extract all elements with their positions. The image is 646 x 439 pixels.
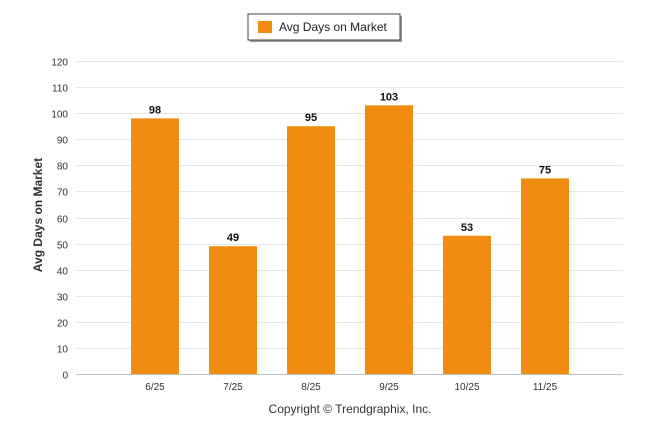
bar[interactable] xyxy=(209,246,257,374)
data-label: 53 xyxy=(461,222,473,234)
x-tick-label: 9/25 xyxy=(379,382,399,393)
data-labels: 98 49 95 103 53 75 xyxy=(149,91,551,244)
y-tick-label: 30 xyxy=(57,293,69,304)
copyright-text: Copyright © Trendgraphix, Inc. xyxy=(269,402,432,416)
y-tick-label: 120 xyxy=(51,58,68,69)
x-axis-ticks: 6/25 7/25 8/25 9/25 10/25 11/25 xyxy=(145,382,557,393)
y-tick-label: 80 xyxy=(57,162,69,173)
bars xyxy=(131,105,569,374)
legend-swatch xyxy=(258,21,272,33)
bar[interactable] xyxy=(443,235,491,374)
x-tick-label: 11/25 xyxy=(533,382,558,393)
y-tick-label: 50 xyxy=(57,241,69,252)
y-tick-label: 10 xyxy=(57,345,69,356)
legend[interactable]: Avg Days on Market xyxy=(247,13,402,42)
legend-box xyxy=(247,13,401,41)
y-tick-label: 0 xyxy=(62,371,68,382)
y-tick-label: 20 xyxy=(57,319,69,330)
data-label: 98 xyxy=(149,104,161,116)
y-axis-ticks: 0 10 20 30 40 50 60 70 80 90 100 110 120 xyxy=(51,58,68,382)
bar[interactable] xyxy=(365,105,413,374)
data-label: 103 xyxy=(380,91,398,103)
legend-label: Avg Days on Market xyxy=(279,20,387,34)
x-tick-label: 8/25 xyxy=(301,382,321,393)
x-tick-label: 10/25 xyxy=(454,382,479,393)
bar[interactable] xyxy=(287,126,335,374)
y-tick-label: 100 xyxy=(51,110,68,121)
x-tick-label: 7/25 xyxy=(223,382,243,393)
y-tick-label: 90 xyxy=(57,136,69,147)
y-axis-title: Avg Days on Market xyxy=(31,158,45,272)
y-tick-label: 70 xyxy=(57,188,69,199)
y-tick-label: 60 xyxy=(57,215,69,226)
y-tick-label: 40 xyxy=(57,267,69,278)
bar[interactable] xyxy=(521,178,569,374)
data-label: 75 xyxy=(539,164,551,176)
data-label: 95 xyxy=(305,112,317,124)
y-tick-label: 110 xyxy=(52,84,68,95)
x-tick-label: 6/25 xyxy=(145,382,165,393)
data-label: 49 xyxy=(227,232,239,244)
bar[interactable] xyxy=(131,118,179,374)
